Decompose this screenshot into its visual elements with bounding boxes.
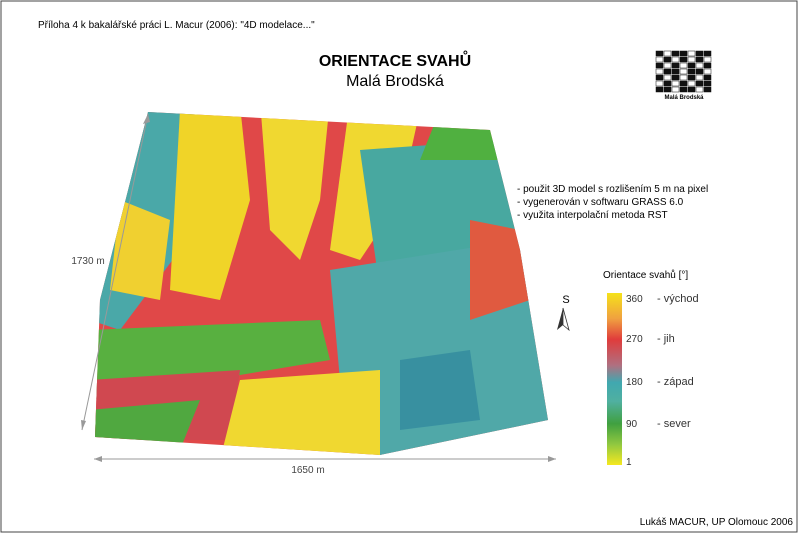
logo-cell — [695, 86, 704, 93]
logo-cell — [663, 50, 672, 57]
logo-cell — [679, 68, 688, 75]
logo-cell — [671, 80, 680, 87]
logo-cell — [703, 74, 712, 81]
logo-cell — [703, 68, 712, 75]
header-note: Příloha 4 k bakalářské práci L. Macur (2… — [38, 20, 315, 31]
color-bar — [607, 293, 622, 465]
logo-cell — [671, 56, 680, 63]
logo-cell — [679, 80, 688, 87]
logo-cell — [655, 50, 664, 57]
note: - využita interpolační metoda RST — [517, 210, 668, 221]
logo-cell — [655, 56, 664, 63]
logo-cell — [703, 56, 712, 63]
logo-cell — [695, 50, 704, 57]
logo-cell — [655, 86, 664, 93]
logo-cell — [671, 74, 680, 81]
title: ORIENTACE SVAHŮ — [319, 50, 471, 70]
legend-description: - východ — [657, 293, 699, 305]
logo-cell — [663, 62, 672, 69]
logo-cell — [671, 62, 680, 69]
height-label: 1730 m — [71, 256, 104, 267]
logo-cell — [663, 80, 672, 87]
width-label: 1650 m — [291, 465, 324, 476]
logo-cell — [695, 80, 704, 87]
logo-cell — [687, 68, 696, 75]
logo — [655, 50, 712, 93]
arrow-head — [548, 456, 556, 462]
legend-description: - jih — [657, 333, 675, 345]
logo-cell — [655, 62, 664, 69]
logo-cell — [703, 80, 712, 87]
height-arrow — [81, 113, 149, 431]
logo-cell — [687, 56, 696, 63]
logo-cell — [679, 86, 688, 93]
legend-value: 90 — [626, 419, 638, 430]
logo-text: Malá Brodská — [664, 95, 704, 101]
legend-value: 1 — [626, 457, 632, 468]
legend-title: Orientace svahů [°] — [603, 269, 688, 281]
logo-cell — [671, 86, 680, 93]
note: - vygenerován v softwaru GRASS 6.0 — [517, 197, 684, 208]
arrow-head — [94, 456, 102, 462]
logo-cell — [679, 74, 688, 81]
logo-cell — [703, 86, 712, 93]
logo-cell — [695, 62, 704, 69]
legend-value: 180 — [626, 377, 643, 388]
legend-description: - sever — [657, 418, 691, 430]
footer: Lukáš MACUR, UP Olomouc 2006 — [640, 517, 794, 528]
logo-cell — [663, 56, 672, 63]
legend-value: 360 — [626, 294, 643, 305]
north-arrow — [557, 308, 563, 330]
note: - použit 3D model s rozlišením 5 m na pi… — [517, 184, 708, 195]
logo-cell — [671, 68, 680, 75]
legend-description: - západ — [657, 376, 694, 388]
logo-cell — [679, 50, 688, 57]
logo-cell — [663, 86, 672, 93]
logo-cell — [703, 62, 712, 69]
logo-cell — [671, 50, 680, 57]
logo-cell — [655, 80, 664, 87]
north-label: S — [562, 294, 569, 306]
legend-ticks: 360 - východ 270 - jih 180 - západ 90 - sever 1 — [626, 293, 699, 468]
logo-cell — [687, 50, 696, 57]
north-arrow — [562, 307, 570, 332]
logo-cell — [695, 74, 704, 81]
logo-cell — [663, 68, 672, 75]
logo-cell — [687, 74, 696, 81]
logo-cell — [655, 74, 664, 81]
arrow-head — [143, 114, 150, 124]
logo-cell — [695, 56, 704, 63]
logo-cell — [679, 62, 688, 69]
legend-value: 270 — [626, 334, 643, 345]
subtitle: Malá Brodská — [346, 73, 444, 90]
logo-cell — [687, 62, 696, 69]
logo-cell — [687, 86, 696, 93]
arrow-head — [81, 420, 86, 430]
logo-cell — [687, 80, 696, 87]
logo-cell — [655, 68, 664, 75]
logo-cell — [695, 68, 704, 75]
terrain — [95, 112, 548, 455]
logo-cell — [679, 56, 688, 63]
logo-cell — [703, 50, 712, 57]
logo-cell — [663, 74, 672, 81]
